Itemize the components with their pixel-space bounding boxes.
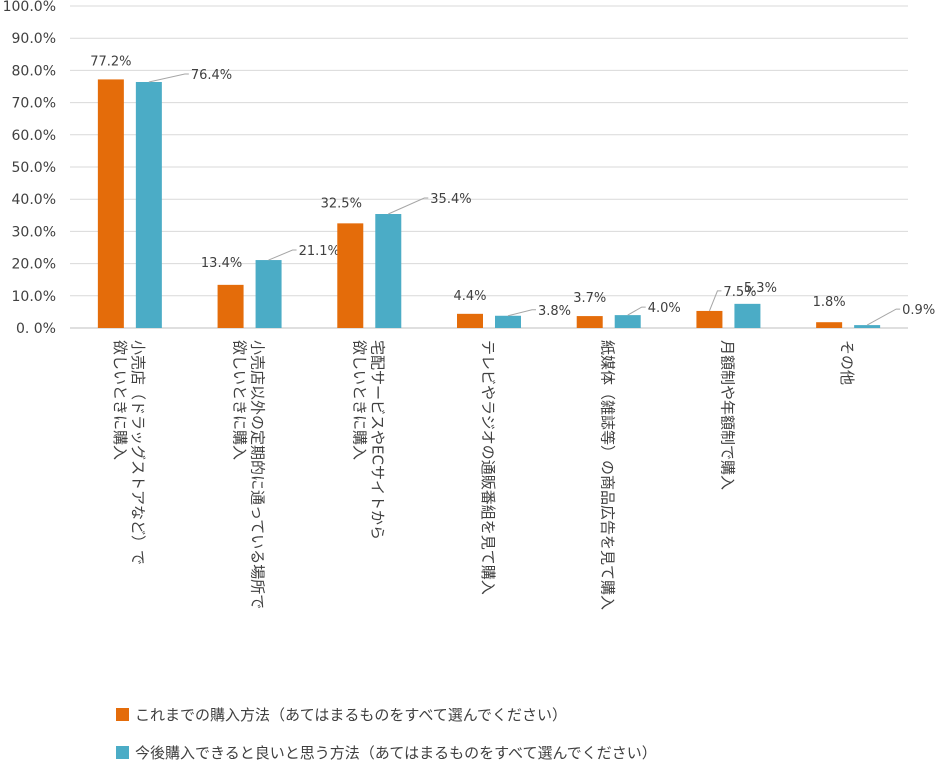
bar [576, 316, 603, 328]
data-label: 0.9% [902, 303, 935, 318]
bar [495, 315, 521, 328]
data-label: 4.4% [453, 289, 486, 304]
bar [217, 284, 244, 328]
data-label-leader-line [507, 309, 536, 317]
data-label: 32.5% [321, 196, 362, 211]
bar [135, 81, 162, 328]
y-tick-label: 70.0% [12, 96, 56, 112]
bar [614, 315, 641, 328]
x-category-label: 欲しいときに購入 [350, 340, 368, 460]
y-tick-label: 90.0% [12, 31, 56, 47]
data-label: 1.8% [813, 295, 846, 310]
y-tick-label: 30.0% [12, 224, 56, 240]
data-label: 76.4% [191, 68, 232, 83]
data-label-leader-line [866, 308, 901, 326]
bar [816, 322, 843, 328]
data-label: 13.4% [201, 256, 242, 271]
data-label: 21.1% [299, 244, 340, 259]
y-tick-label: 80.0% [12, 63, 56, 79]
x-category-label: 小売店（ドラッグストアなど）で [129, 340, 147, 565]
x-category-label: 紙媒体（雑誌等）の商品広告を見て購入 [599, 340, 617, 610]
bar [457, 313, 483, 328]
legend-swatch-past [116, 708, 129, 721]
x-category-label: 欲しいときに購入 [231, 340, 249, 460]
bar [255, 260, 282, 328]
y-tick-label: 0. 0% [16, 321, 56, 337]
data-label-leader-line [627, 306, 646, 316]
data-label-leader-line [388, 197, 429, 215]
y-tick-label: 10.0% [12, 289, 56, 305]
y-tick-label: 60.0% [12, 128, 56, 144]
data-label: 5.3% [744, 281, 777, 296]
bar [97, 79, 124, 328]
legend-item-past: これまでの購入方法（あてはまるものをすべて選んでください） [116, 704, 567, 725]
x-category-label: 月額制や年額制で購入 [718, 340, 736, 490]
y-tick-label: 50.0% [12, 160, 56, 176]
y-tick-label: 40.0% [12, 192, 56, 208]
x-category-label: その他 [838, 340, 856, 385]
legend-label-past: これまでの購入方法（あてはまるものをすべて選んでください） [135, 706, 568, 724]
bar [734, 303, 761, 328]
data-label-leader-line [268, 249, 297, 261]
x-category-label: 欲しいときに購入 [111, 340, 129, 460]
data-label: 77.2% [90, 54, 131, 69]
data-label: 4.0% [648, 301, 681, 316]
data-label-leader-line [708, 290, 722, 312]
bar [854, 325, 881, 328]
data-label: 7.5% [723, 285, 756, 300]
legend-swatch-future [116, 746, 129, 759]
x-category-label: テレビやラジオの通販番組を見て購入 [479, 340, 497, 595]
data-label: 3.7% [573, 291, 606, 306]
bar [375, 214, 402, 328]
legend-label-future: 今後購入できると良いと思う方法（あてはまるものをすべて選んでください） [135, 744, 657, 762]
data-label-leader-line [148, 73, 189, 83]
bar [337, 223, 364, 328]
legend-item-future: 今後購入できると良いと思う方法（あてはまるものをすべて選んでください） [116, 742, 657, 763]
bar [696, 310, 723, 328]
y-tick-label: 100.0% [3, 0, 56, 15]
x-category-label: 小売店以外の定期的に通っている場所で [249, 340, 267, 609]
x-category-label: 宅配サービスやECサイトから [368, 340, 386, 540]
y-tick-label: 20.0% [12, 257, 56, 273]
data-label: 35.4% [430, 192, 471, 207]
data-label: 3.8% [538, 304, 571, 319]
